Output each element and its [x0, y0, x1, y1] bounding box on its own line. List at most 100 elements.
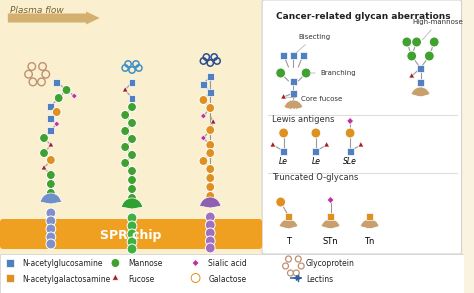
Bar: [346, 147, 354, 154]
Circle shape: [206, 149, 215, 158]
Polygon shape: [192, 260, 199, 267]
Polygon shape: [270, 142, 276, 147]
Bar: [366, 212, 373, 219]
Text: Truncated O-glycans: Truncated O-glycans: [272, 173, 358, 182]
Circle shape: [46, 224, 56, 234]
Circle shape: [40, 134, 48, 142]
Circle shape: [127, 237, 137, 247]
Bar: [290, 89, 297, 96]
Circle shape: [206, 164, 215, 173]
Circle shape: [199, 156, 208, 166]
Text: Bisecting: Bisecting: [295, 34, 330, 53]
Circle shape: [424, 51, 434, 61]
Circle shape: [127, 221, 137, 231]
FancyBboxPatch shape: [0, 254, 464, 293]
Circle shape: [128, 166, 137, 176]
Bar: [327, 212, 334, 219]
Bar: [285, 212, 292, 219]
Wedge shape: [279, 219, 298, 229]
Circle shape: [205, 236, 215, 246]
Text: Le: Le: [311, 158, 320, 166]
Bar: [47, 103, 55, 110]
Text: Fucose: Fucose: [128, 275, 155, 284]
Circle shape: [206, 141, 215, 149]
Wedge shape: [360, 219, 379, 229]
Text: Galactose: Galactose: [208, 275, 246, 284]
Circle shape: [407, 51, 417, 61]
Text: Cancer-related glycan aberrations: Cancer-related glycan aberrations: [276, 12, 451, 21]
Circle shape: [206, 183, 215, 192]
Wedge shape: [321, 219, 340, 229]
Circle shape: [311, 128, 321, 138]
Wedge shape: [284, 100, 303, 110]
Circle shape: [121, 110, 129, 120]
Bar: [312, 147, 319, 154]
Circle shape: [412, 37, 421, 47]
Bar: [63, 86, 70, 93]
Circle shape: [402, 37, 412, 47]
Circle shape: [279, 128, 289, 138]
Text: N: N: [286, 227, 291, 233]
Circle shape: [40, 149, 48, 158]
Circle shape: [276, 68, 285, 78]
Text: SPR chip: SPR chip: [100, 229, 162, 241]
Circle shape: [121, 142, 129, 151]
Text: Lectins: Lectins: [306, 275, 333, 284]
Text: Glycoprotein: Glycoprotein: [306, 260, 355, 268]
Bar: [290, 52, 297, 59]
Circle shape: [121, 159, 129, 168]
Circle shape: [46, 171, 55, 180]
Wedge shape: [121, 198, 143, 209]
Text: High-mannose: High-mannose: [413, 19, 464, 40]
Bar: [128, 95, 136, 101]
Polygon shape: [122, 86, 128, 92]
Polygon shape: [112, 274, 118, 280]
Text: Mannose: Mannose: [128, 260, 163, 268]
Text: Sialic acid: Sialic acid: [208, 260, 247, 268]
Polygon shape: [409, 72, 415, 78]
Circle shape: [128, 134, 137, 144]
Circle shape: [121, 127, 129, 135]
Bar: [290, 78, 297, 84]
Text: Branching: Branching: [309, 70, 356, 76]
Circle shape: [429, 37, 439, 47]
Wedge shape: [200, 197, 221, 208]
Polygon shape: [41, 164, 47, 170]
Bar: [200, 81, 207, 88]
Circle shape: [46, 239, 56, 249]
Circle shape: [128, 151, 137, 159]
Wedge shape: [411, 87, 430, 97]
Text: N-acetylgalactosamine: N-acetylgalactosamine: [22, 275, 111, 284]
Bar: [128, 79, 136, 86]
Circle shape: [345, 128, 355, 138]
Circle shape: [128, 103, 137, 112]
Circle shape: [276, 197, 285, 207]
Text: STn: STn: [323, 238, 338, 246]
Circle shape: [46, 188, 55, 197]
Bar: [6, 259, 14, 267]
Circle shape: [206, 192, 215, 200]
Circle shape: [127, 229, 137, 239]
Text: Core fucose: Core fucose: [286, 96, 342, 102]
Bar: [280, 147, 287, 154]
Text: Tn: Tn: [365, 238, 375, 246]
Circle shape: [206, 173, 215, 183]
Circle shape: [127, 213, 137, 223]
Polygon shape: [48, 142, 54, 147]
Circle shape: [62, 86, 71, 95]
Circle shape: [205, 243, 215, 253]
Text: N: N: [328, 227, 333, 233]
Circle shape: [52, 108, 61, 117]
Text: Plasma flow: Plasma flow: [10, 6, 64, 15]
Circle shape: [205, 212, 215, 222]
Circle shape: [46, 232, 56, 242]
FancyBboxPatch shape: [0, 0, 262, 254]
Polygon shape: [201, 135, 206, 141]
Bar: [417, 64, 424, 71]
Polygon shape: [327, 197, 334, 204]
FancyBboxPatch shape: [262, 0, 462, 254]
Text: N: N: [367, 227, 373, 233]
Text: T: T: [286, 238, 291, 246]
Circle shape: [46, 208, 56, 218]
FancyBboxPatch shape: [0, 219, 262, 249]
